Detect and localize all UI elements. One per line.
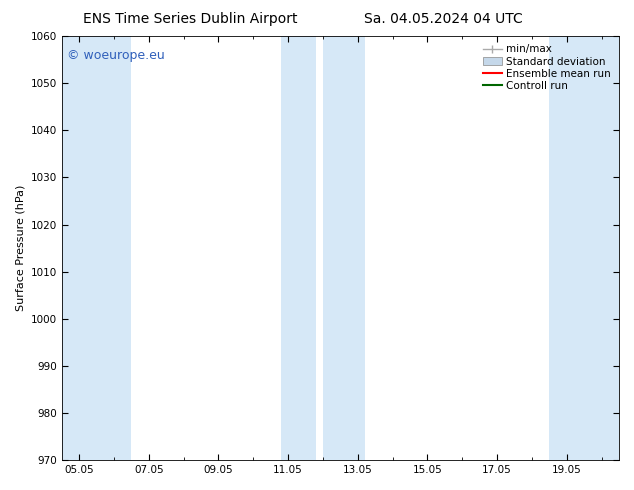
Bar bbox=[549, 36, 584, 460]
Text: ENS Time Series Dublin Airport: ENS Time Series Dublin Airport bbox=[83, 12, 297, 26]
Bar bbox=[584, 36, 619, 460]
Text: © woeurope.eu: © woeurope.eu bbox=[67, 49, 165, 62]
Text: Sa. 04.05.2024 04 UTC: Sa. 04.05.2024 04 UTC bbox=[365, 12, 523, 26]
Bar bbox=[96, 36, 131, 460]
Bar bbox=[61, 36, 96, 460]
Bar bbox=[281, 36, 316, 460]
Y-axis label: Surface Pressure (hPa): Surface Pressure (hPa) bbox=[15, 185, 25, 311]
Bar bbox=[323, 36, 365, 460]
Legend: min/max, Standard deviation, Ensemble mean run, Controll run: min/max, Standard deviation, Ensemble me… bbox=[480, 41, 614, 94]
